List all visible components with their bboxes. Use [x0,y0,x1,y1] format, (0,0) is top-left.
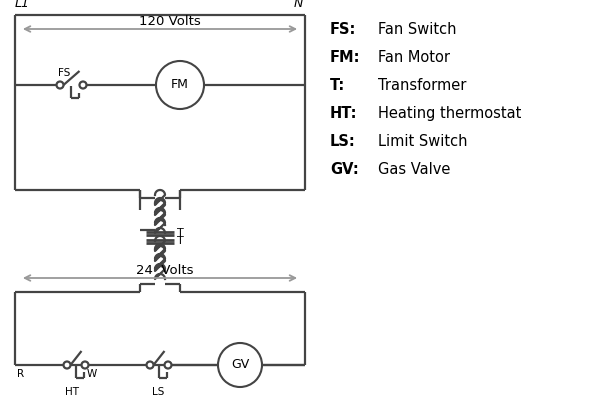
Text: LS: LS [152,387,165,397]
Text: T: T [177,228,183,238]
Text: Gas Valve: Gas Valve [378,162,450,177]
Text: FS:: FS: [330,22,356,37]
Text: GV: GV [231,358,249,372]
Circle shape [156,61,204,109]
Text: HT: HT [65,387,79,397]
Text: 24  Volts: 24 Volts [136,264,194,277]
Text: Heating thermostat: Heating thermostat [378,106,522,121]
Text: N: N [294,0,303,10]
Circle shape [165,362,172,368]
Text: FS: FS [58,68,70,78]
Text: GV:: GV: [330,162,359,177]
Circle shape [146,362,153,368]
Text: T:: T: [330,78,345,93]
Text: HT:: HT: [330,106,358,121]
Text: Fan Motor: Fan Motor [378,50,450,65]
Text: Transformer: Transformer [378,78,466,93]
Text: LS:: LS: [330,134,356,149]
Circle shape [80,82,87,88]
Text: FM: FM [171,78,189,92]
Text: FM:: FM: [330,50,360,65]
Circle shape [57,82,64,88]
Text: R: R [17,369,24,379]
Text: T: T [177,236,183,246]
Circle shape [64,362,70,368]
Text: Limit Switch: Limit Switch [378,134,467,149]
Text: W: W [87,369,97,379]
Text: 120 Volts: 120 Volts [139,15,201,28]
Circle shape [218,343,262,387]
Text: L1: L1 [15,0,30,10]
Text: Fan Switch: Fan Switch [378,22,457,37]
Circle shape [81,362,88,368]
